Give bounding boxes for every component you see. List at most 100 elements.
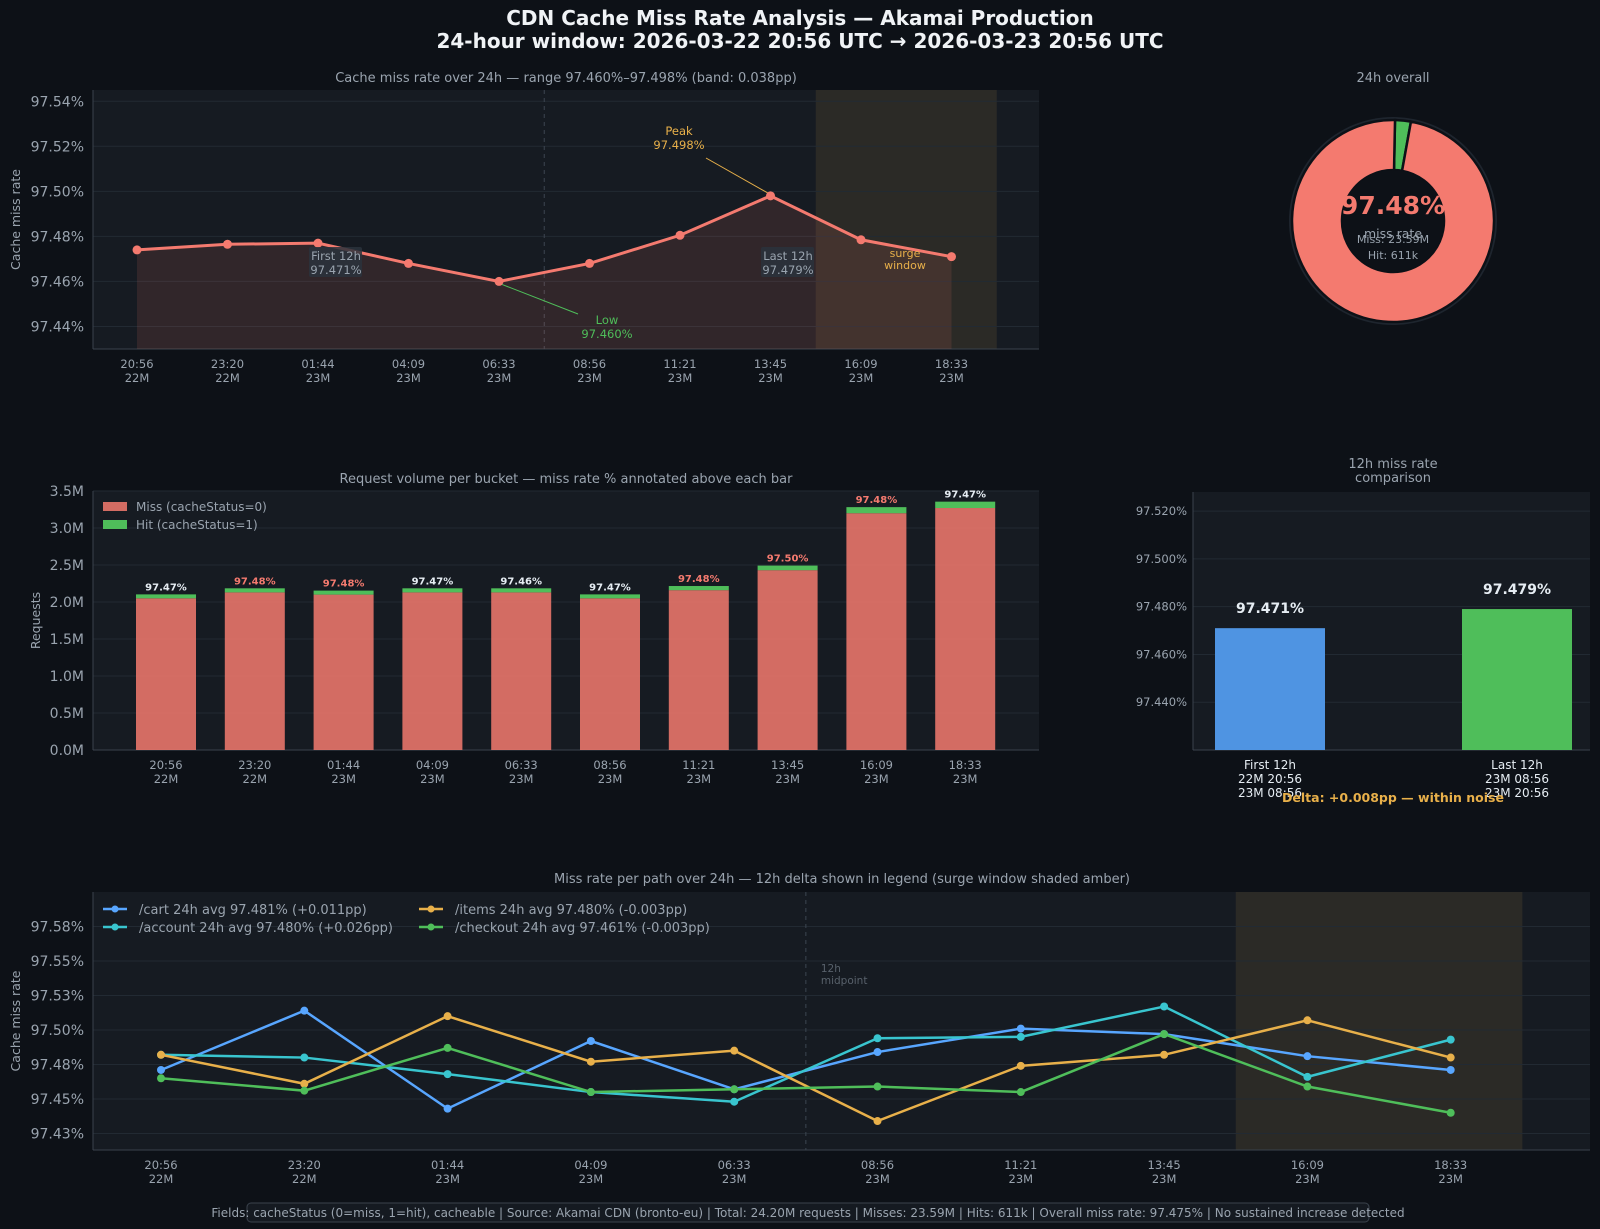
hit-bar	[757, 565, 818, 571]
y-tick-label: 3.0M	[50, 521, 84, 537]
x-tick-label: 18:33 23M	[1434, 1158, 1467, 1186]
hit-bar	[313, 590, 374, 595]
miss-bar	[402, 592, 463, 750]
path-series-point-checkout	[586, 1088, 595, 1097]
path-series-point-checkout	[1303, 1082, 1312, 1091]
path-series-point-cart	[1016, 1024, 1025, 1033]
x-tick-label: 16:09 23M	[844, 357, 877, 385]
bar-rate-label: 97.48%	[678, 574, 720, 585]
low-annotation: Low 97.460%	[581, 313, 632, 341]
x-tick-label: 13:45 23M	[771, 758, 804, 786]
y-tick-label: 97.43%	[31, 1126, 84, 1142]
x-tick-label: 08:56 23M	[593, 758, 626, 786]
miss-bar	[757, 570, 818, 750]
y-tick-label: 97.48%	[31, 1057, 84, 1073]
bar-rate-label: 97.47%	[944, 490, 986, 501]
miss-rate-point	[766, 191, 775, 201]
midpoint-label: 12h midpoint	[821, 963, 868, 987]
bar-rate-label: 97.48%	[234, 576, 276, 587]
miss-bar	[136, 598, 196, 750]
path-series-point-checkout	[1160, 1030, 1169, 1039]
path-series-point-cart	[586, 1037, 595, 1046]
x-tick-label: 04:09 23M	[392, 357, 425, 385]
path-series-point-cart	[873, 1048, 882, 1057]
hit-bar	[580, 594, 640, 599]
x-tick-label: 04:09 23M	[574, 1158, 607, 1186]
y-tick-label: 97.54%	[31, 94, 84, 110]
y-tick-label: 0.5M	[50, 706, 84, 722]
x-tick-label: 01:44 23M	[431, 1158, 464, 1186]
path-series-point-checkout	[300, 1086, 309, 1095]
miss-rate-point	[856, 235, 866, 245]
path-series-point-items	[1160, 1050, 1169, 1059]
y-tick-label: 1.5M	[50, 632, 84, 648]
hit-bar	[846, 507, 907, 514]
path-series-point-checkout	[873, 1082, 882, 1091]
comparison-bar	[1215, 628, 1325, 750]
hit-bar	[402, 588, 463, 593]
path-series-point-items	[1446, 1053, 1455, 1062]
miss-rate-point	[313, 238, 323, 248]
x-tick-label: 23:20 22M	[238, 758, 271, 786]
legend-swatch-miss	[103, 502, 127, 511]
path-series-point-cart	[157, 1065, 165, 1074]
y-tick-label: 97.50%	[31, 1023, 84, 1039]
y-tick-label: 97.55%	[31, 954, 84, 970]
bar-rate-label: 97.48%	[856, 495, 898, 506]
miss-rate-point	[947, 252, 956, 262]
miss-bar	[668, 590, 729, 750]
x-tick-label: 18:33 23M	[935, 357, 968, 385]
comparison-value-label: 97.479%	[1483, 582, 1551, 598]
path-series-point-checkout	[157, 1074, 165, 1083]
path-series-point-items	[1303, 1016, 1312, 1025]
path-series-line-items	[160, 1014, 1452, 1123]
y-tick-label: 2.0M	[50, 595, 84, 611]
miss-rate-point	[675, 230, 685, 240]
footer-text: Fields: cacheStatus (0=miss, 1=hit), cac…	[211, 1206, 1404, 1220]
hit-bar	[224, 588, 285, 593]
legend-label-hit: Hit (cacheStatus=1)	[136, 518, 258, 532]
y-axis-label: Cache miss rate	[8, 970, 23, 1071]
legend-marker-items	[427, 905, 435, 913]
path-series-point-account	[1016, 1032, 1025, 1041]
donut-hit-text: Hit: 611k	[1368, 249, 1419, 262]
miss-bar	[313, 594, 374, 750]
legend-label-checkout: /checkout 24h avg 97.461% (-0.003pp)	[455, 921, 710, 936]
path-series-point-checkout	[730, 1085, 739, 1094]
x-tick-label: 16:09 23M	[1291, 1158, 1324, 1186]
path-series-point-cart	[300, 1006, 309, 1015]
path-series-point-items	[730, 1046, 739, 1055]
path-series-point-account	[873, 1034, 882, 1043]
last12-box	[761, 247, 814, 277]
path-series-point-items	[586, 1057, 595, 1066]
chart-title: 12h miss rate comparison	[1348, 457, 1437, 486]
chart-title: Cache miss rate over 24h — range 97.460%…	[335, 71, 797, 86]
y-tick-label: 1.0M	[50, 669, 84, 685]
path-series-point-items	[873, 1117, 882, 1126]
y-tick-label: 2.5M	[50, 558, 84, 574]
path-series-point-items	[443, 1012, 452, 1021]
surge-window-band	[1235, 892, 1523, 1150]
comparison-category-label: Last 12h 23M 08:56 23M 20:56	[1485, 758, 1549, 800]
x-tick-label: 16:09 23M	[860, 758, 893, 786]
y-tick-label: 0.0M	[50, 743, 84, 759]
path-series-point-account	[1446, 1035, 1455, 1044]
y-tick-label: 97.480%	[1136, 600, 1187, 614]
donut-hole	[1342, 170, 1444, 272]
miss-rate-point	[494, 276, 504, 286]
bar-rate-label: 97.50%	[767, 554, 809, 565]
path-series-point-items	[300, 1079, 309, 1088]
hit-bar	[136, 594, 196, 599]
comparison-value-label: 97.471%	[1236, 601, 1304, 617]
chart-title: Request volume per bucket — miss rate % …	[340, 472, 794, 487]
y-tick-label: 97.460%	[1136, 647, 1187, 661]
miss-rate-point	[404, 258, 413, 268]
legend-marker-cart	[111, 905, 119, 913]
x-tick-label: 11:21 23M	[682, 758, 715, 786]
y-tick-label: 97.50%	[31, 184, 84, 200]
y-tick-label: 97.440%	[1136, 695, 1187, 709]
x-tick-label: 08:56 23M	[573, 357, 606, 385]
footer-bar: Fields: cacheStatus (0=miss, 1=hit), cac…	[211, 1202, 1405, 1223]
chart-title: Miss rate per path over 24h — 12h delta …	[554, 872, 1130, 887]
